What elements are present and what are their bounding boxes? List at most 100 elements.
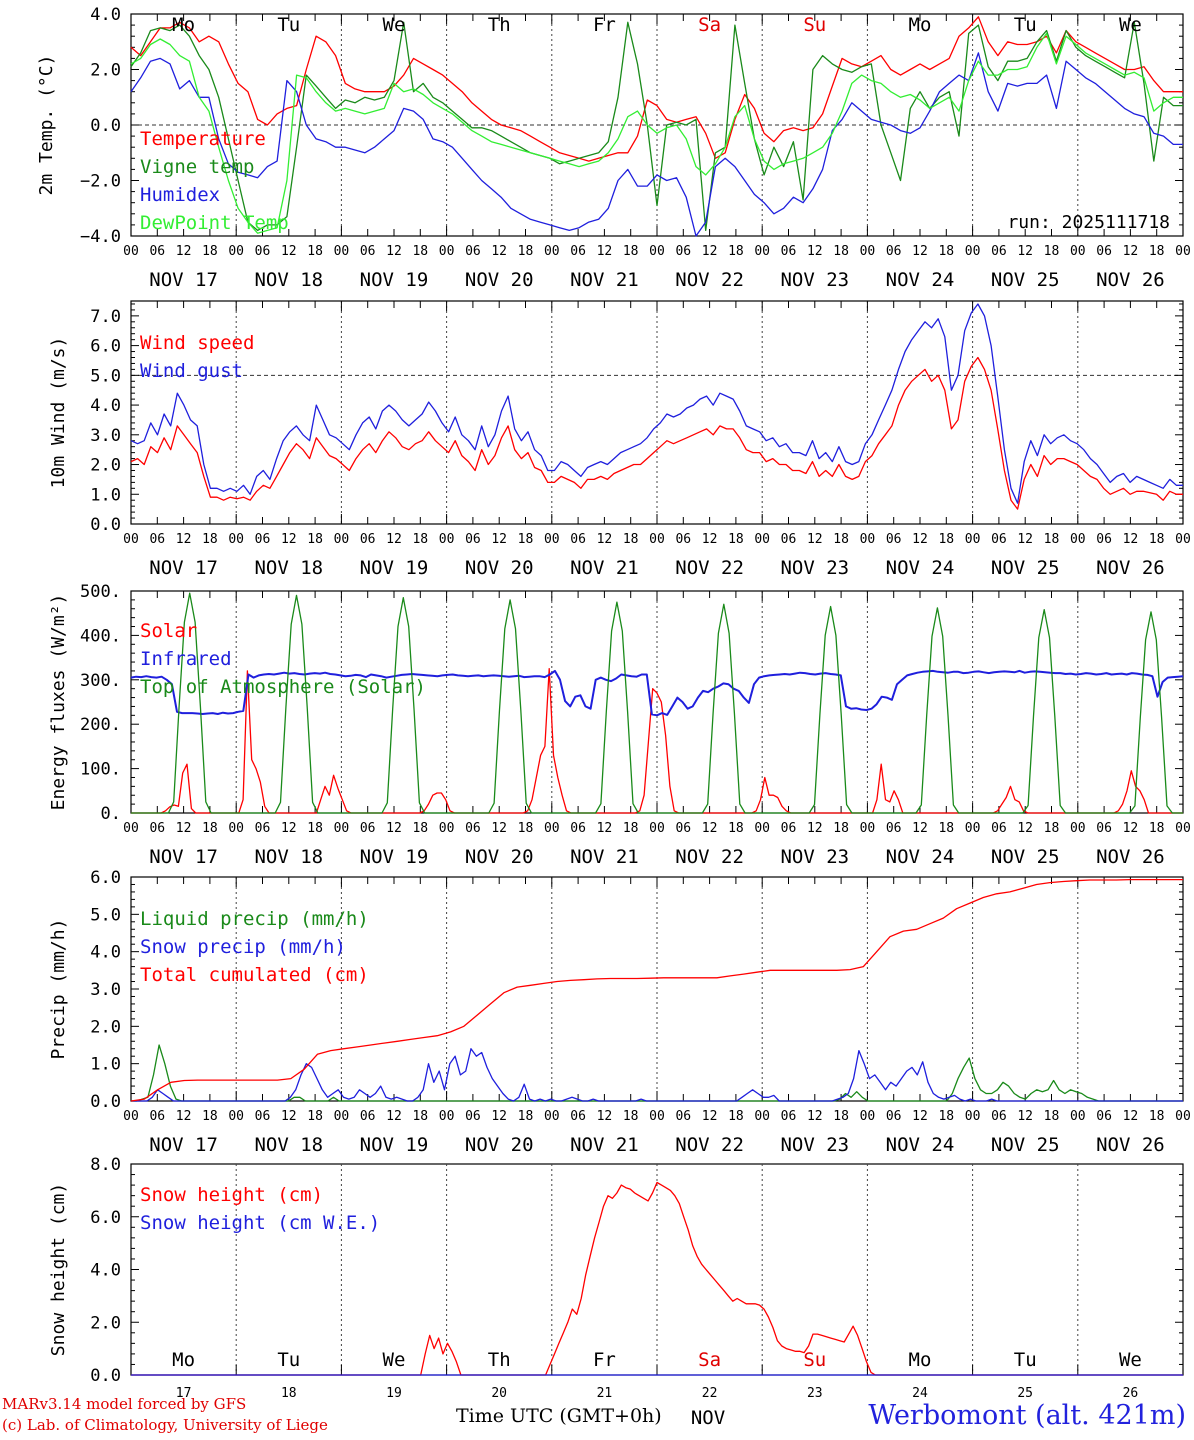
hour-label: 06 (886, 1109, 902, 1124)
weekday-label: We (1119, 1349, 1142, 1371)
hour-label: 06 (465, 821, 481, 836)
hour-label: 06 (886, 532, 902, 547)
hour-label: 06 (1096, 532, 1112, 547)
hour-label: 06 (991, 1109, 1007, 1124)
hour-label: 06 (149, 1109, 165, 1124)
hour-label: 12 (807, 1109, 823, 1124)
hour-label: 12 (807, 532, 823, 547)
hour-label: 18 (202, 244, 218, 259)
date-label: NOV 26 (1096, 269, 1165, 291)
hour-label: 12 (702, 1109, 718, 1124)
hour-label: 12 (281, 821, 297, 836)
date-label: NOV 26 (1096, 557, 1165, 579)
hour-label: 00 (334, 1109, 350, 1124)
legend-dewpoint-temp: DewPoint Temp (140, 212, 289, 234)
y-axis-title-snow: Snow height (cm) (48, 1183, 69, 1356)
hour-label: 18 (938, 532, 954, 547)
hour-label: 00 (334, 244, 350, 259)
hour-label: 18 (412, 821, 428, 836)
date-label: NOV 26 (1096, 846, 1165, 868)
legend-top-of-atmosphere-solar: Top of Atmosphere (Solar) (140, 676, 426, 698)
hour-label: 12 (386, 821, 402, 836)
weekday-label: Sa (698, 1349, 721, 1371)
hour-label: 18 (202, 821, 218, 836)
date-label: NOV 21 (570, 846, 639, 868)
hour-label: 18 (833, 1109, 849, 1124)
hour-label: 06 (360, 532, 376, 547)
hour-label: 00 (754, 244, 770, 259)
hour-label: 18 (1044, 532, 1060, 547)
date-label: NOV 18 (254, 557, 323, 579)
date-label: NOV 22 (675, 557, 744, 579)
y-tick-label: −2.0 (80, 172, 121, 192)
hour-label: 18 (833, 532, 849, 547)
hour-label: 18 (412, 1109, 428, 1124)
day-number: 26 (1123, 1386, 1139, 1401)
hour-label: 12 (912, 532, 928, 547)
hour-label: 06 (675, 821, 691, 836)
weekday-label: Mo (909, 1349, 932, 1371)
hour-label: 00 (544, 244, 560, 259)
lab-credit: (c) Lab. of Climatology, University of L… (2, 1416, 328, 1434)
day-number: 20 (491, 1386, 507, 1401)
y-tick-label: 0.0 (90, 1366, 121, 1386)
hour-label: 06 (991, 532, 1007, 547)
hour-label: 12 (597, 532, 613, 547)
hour-label: 18 (1044, 1109, 1060, 1124)
hour-label: 06 (255, 244, 271, 259)
hour-label: 18 (307, 244, 323, 259)
hour-label: 12 (1123, 532, 1139, 547)
hour-label: 12 (912, 821, 928, 836)
hour-label: 00 (439, 1109, 455, 1124)
weekday-label: We (1119, 14, 1142, 36)
hour-label: 06 (675, 244, 691, 259)
y-axis-title-temp: 2m Temp. (°C) (36, 55, 57, 196)
hour-label: 18 (1149, 1109, 1165, 1124)
hour-label: 00 (649, 244, 665, 259)
hour-label: 18 (623, 532, 639, 547)
y-tick-label: 2.0 (90, 61, 121, 81)
hour-label: 00 (1070, 821, 1086, 836)
y-tick-label: 6.0 (90, 337, 121, 357)
date-label: NOV 19 (360, 846, 429, 868)
hour-label: 12 (281, 1109, 297, 1124)
legend-temperature: Temperature (140, 128, 266, 150)
weekday-label: We (383, 14, 406, 36)
date-label: NOV 20 (465, 846, 534, 868)
hour-label: 06 (886, 244, 902, 259)
date-label: NOV 19 (360, 1134, 429, 1156)
hour-label: 06 (360, 244, 376, 259)
hour-label: 12 (491, 244, 507, 259)
hour-label: 06 (781, 1109, 797, 1124)
hour-label: 18 (412, 532, 428, 547)
date-label: NOV 23 (780, 557, 849, 579)
weekday-label: Tu (1014, 14, 1037, 36)
date-label: NOV 22 (675, 1134, 744, 1156)
hour-label: 00 (965, 532, 981, 547)
hour-label: 06 (781, 244, 797, 259)
legend-wind-speed: Wind speed (140, 332, 254, 354)
hour-label: 00 (544, 821, 560, 836)
hour-label: 06 (1096, 244, 1112, 259)
date-label: NOV 18 (254, 846, 323, 868)
hour-label: 18 (1149, 821, 1165, 836)
hour-label: 18 (1044, 244, 1060, 259)
date-label: NOV 21 (570, 269, 639, 291)
hour-label: 00 (965, 821, 981, 836)
hour-label: 12 (176, 1109, 192, 1124)
y-tick-label: 7.0 (90, 307, 121, 327)
y-tick-label: 200. (80, 715, 121, 735)
date-label: NOV 21 (570, 557, 639, 579)
hour-label: 12 (386, 244, 402, 259)
weekday-label: Tu (277, 1349, 300, 1371)
hour-label: 18 (518, 532, 534, 547)
hour-label: 00 (544, 532, 560, 547)
weekday-label: Mo (172, 1349, 195, 1371)
series-line-wind-gust (130, 303, 1183, 504)
weekday-label: Tu (1014, 1349, 1037, 1371)
hour-label: 00 (1175, 821, 1191, 836)
hour-label: 12 (386, 1109, 402, 1124)
hour-label: 06 (465, 532, 481, 547)
hour-label: 18 (623, 1109, 639, 1124)
